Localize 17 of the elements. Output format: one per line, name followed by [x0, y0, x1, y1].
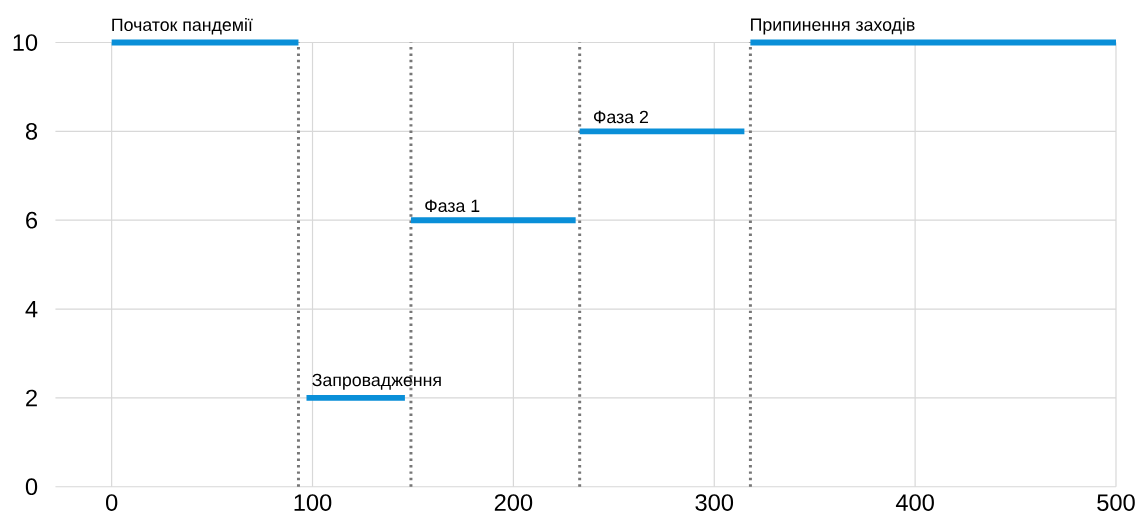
x-tick-label: 100 — [294, 493, 332, 511]
y-tick-label: 8 — [25, 122, 38, 140]
y-tick-label: 4 — [25, 300, 38, 317]
x-tick-label: 200 — [494, 493, 533, 511]
x-tick-label: 0 — [106, 493, 118, 511]
x-tick-label: 400 — [895, 493, 934, 511]
annotation: Початок пандемії — [112, 17, 253, 35]
y-tick-label: 0 — [25, 478, 38, 495]
annotation: Запровадження — [312, 373, 441, 390]
y-tick-label: 2 — [26, 389, 37, 406]
x-tick-label: 500 — [1097, 493, 1135, 511]
annotation: Припинення заходів — [751, 17, 915, 35]
annotation: Фаза 2 — [593, 110, 648, 124]
y-tick-label: 10 — [13, 33, 38, 51]
x-tick-label: 300 — [695, 493, 734, 511]
y-tick-label: 6 — [26, 211, 38, 229]
annotation: Фаза 1 — [425, 199, 480, 212]
